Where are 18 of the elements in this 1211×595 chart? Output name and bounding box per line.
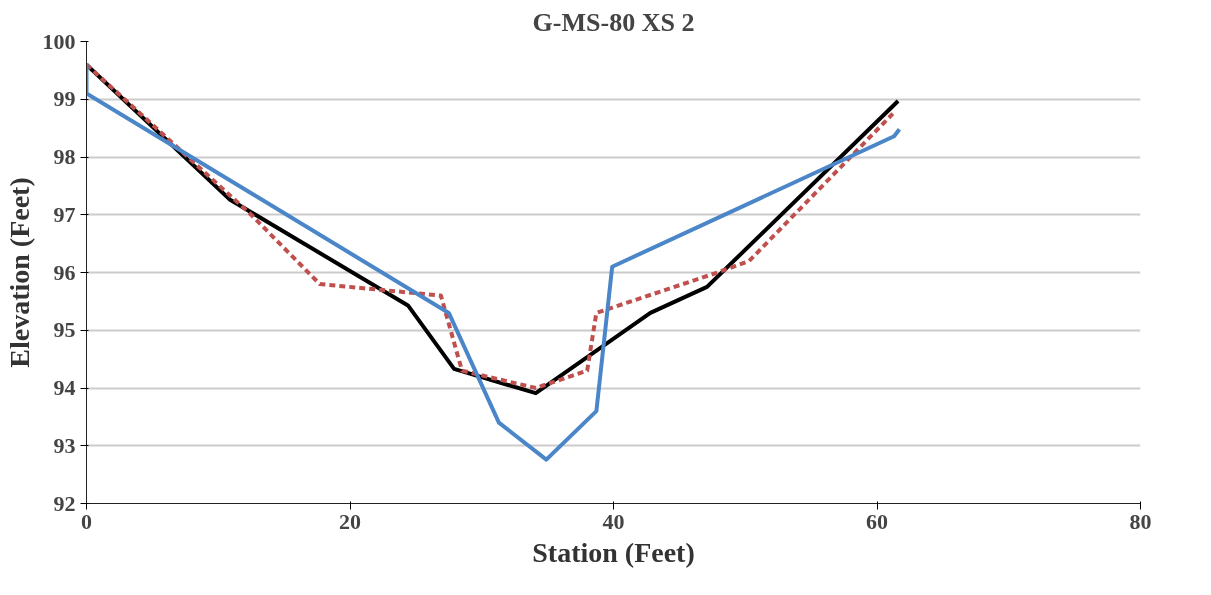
- y-tick-label: 95: [53, 317, 76, 343]
- y-tick-label: 97: [53, 201, 76, 227]
- y-tick-label: 100: [42, 28, 76, 54]
- y-tick-label: 98: [53, 144, 76, 169]
- y-tick-label: 99: [53, 86, 76, 112]
- x-tick-label: 20: [339, 508, 361, 534]
- x-tick-label: 40: [602, 508, 625, 534]
- y-tick-label: 96: [53, 259, 76, 285]
- y-tick-label: 92: [53, 490, 76, 516]
- y-tick-label: 93: [53, 432, 76, 458]
- chart-title: G-MS-80 XS 2: [532, 7, 695, 37]
- y-tick-label: 94: [53, 375, 76, 400]
- x-tick-label: 0: [81, 508, 92, 534]
- x-axis-title: Station (Feet): [532, 536, 695, 568]
- x-tick-label: 80: [1129, 508, 1152, 534]
- x-tick-label: 60: [866, 508, 888, 534]
- line-series: [86, 62, 902, 462]
- y-axis-title: Elevation (Feet): [3, 177, 35, 368]
